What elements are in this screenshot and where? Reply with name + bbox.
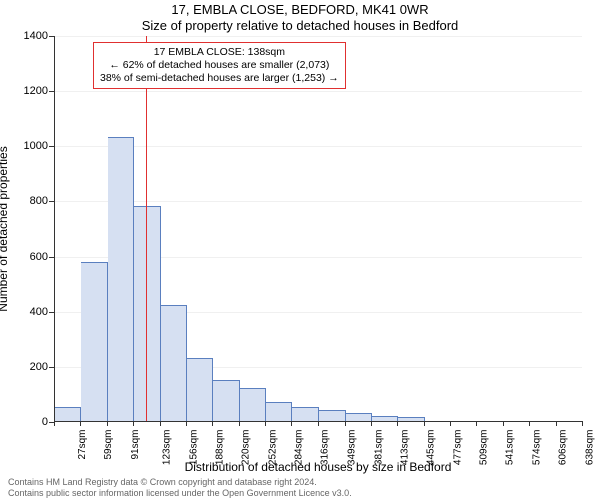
histogram-bar xyxy=(319,410,345,421)
histogram-bar xyxy=(134,206,161,421)
xtick-mark xyxy=(345,421,346,426)
ytick-label: 1200 xyxy=(4,85,48,97)
histogram-bar xyxy=(81,262,107,421)
footer-attribution: Contains HM Land Registry data © Crown c… xyxy=(8,477,352,498)
xtick-mark xyxy=(80,421,81,426)
gridline xyxy=(55,91,582,92)
gridline xyxy=(55,201,582,202)
histogram-bar xyxy=(346,413,372,421)
xtick-mark xyxy=(503,421,504,426)
xtick-mark xyxy=(582,421,583,426)
histogram-bar xyxy=(240,388,266,421)
histogram-bar xyxy=(266,402,292,421)
xtick-mark xyxy=(556,421,557,426)
xtick-mark xyxy=(265,421,266,426)
xtick-mark xyxy=(239,421,240,426)
xtick-mark xyxy=(133,421,134,426)
xtick-mark xyxy=(476,421,477,426)
footer-line2: Contains public sector information licen… xyxy=(8,488,352,498)
xtick-mark xyxy=(371,421,372,426)
histogram-bar xyxy=(108,137,134,421)
xtick-mark xyxy=(450,421,451,426)
xtick-label: 59sqm xyxy=(103,430,114,460)
chart-container: 17, EMBLA CLOSE, BEDFORD, MK41 0WR Size … xyxy=(0,0,600,500)
gridline xyxy=(55,36,582,37)
histogram-bar xyxy=(55,407,81,421)
footer-line1: Contains HM Land Registry data © Crown c… xyxy=(8,477,352,487)
xtick-mark xyxy=(291,421,292,426)
histogram-bar xyxy=(372,416,398,422)
xtick-label: 638sqm xyxy=(584,430,595,466)
ytick-label: 600 xyxy=(4,251,48,263)
xtick-mark xyxy=(212,421,213,426)
ytick-mark xyxy=(49,367,54,368)
ytick-mark xyxy=(49,146,54,147)
ytick-mark xyxy=(49,36,54,37)
chart-title-line2: Size of property relative to detached ho… xyxy=(0,18,600,33)
xtick-mark xyxy=(107,421,108,426)
histogram-bar xyxy=(213,380,239,421)
ytick-mark xyxy=(49,312,54,313)
ytick-label: 400 xyxy=(4,306,48,318)
plot-area: 17 EMBLA CLOSE: 138sqm← 62% of detached … xyxy=(54,36,582,422)
xtick-mark xyxy=(160,421,161,426)
xtick-mark xyxy=(54,421,55,426)
histogram-bar xyxy=(398,417,424,421)
ytick-label: 0 xyxy=(4,416,48,428)
histogram-bar xyxy=(161,305,187,421)
ytick-mark xyxy=(49,91,54,92)
xtick-mark xyxy=(186,421,187,426)
annotation-line3: 38% of semi-detached houses are larger (… xyxy=(100,72,339,85)
ytick-label: 1400 xyxy=(4,30,48,42)
gridline xyxy=(55,146,582,147)
xtick-mark xyxy=(424,421,425,426)
x-axis-label: Distribution of detached houses by size … xyxy=(54,460,582,474)
xtick-label: 27sqm xyxy=(77,430,88,460)
histogram-bar xyxy=(292,407,319,421)
ytick-mark xyxy=(49,201,54,202)
ytick-label: 1000 xyxy=(4,140,48,152)
ytick-label: 800 xyxy=(4,195,48,207)
histogram-bar xyxy=(187,358,213,421)
xtick-mark xyxy=(529,421,530,426)
annotation-line1: 17 EMBLA CLOSE: 138sqm xyxy=(100,46,339,59)
annotation-line2: ← 62% of detached houses are smaller (2,… xyxy=(100,59,339,72)
xtick-mark xyxy=(397,421,398,426)
xtick-label: 91sqm xyxy=(130,430,141,460)
ytick-mark xyxy=(49,257,54,258)
reference-line xyxy=(146,36,147,421)
chart-title-line1: 17, EMBLA CLOSE, BEDFORD, MK41 0WR xyxy=(0,2,600,17)
xtick-mark xyxy=(318,421,319,426)
ytick-label: 200 xyxy=(4,361,48,373)
annotation-box: 17 EMBLA CLOSE: 138sqm← 62% of detached … xyxy=(93,42,346,89)
